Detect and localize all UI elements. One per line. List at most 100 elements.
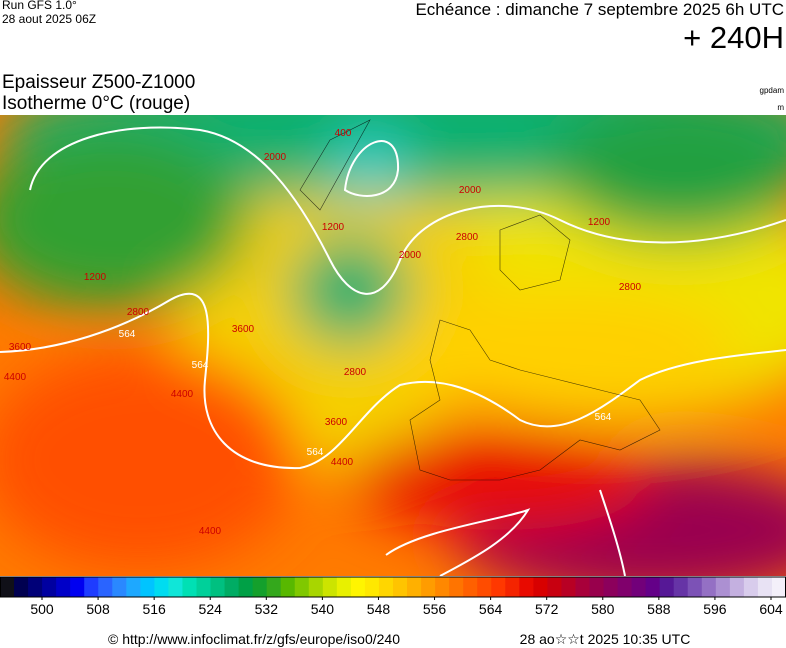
color-swatch xyxy=(687,577,703,597)
map xyxy=(0,115,786,576)
contour-label: 2800 xyxy=(344,367,367,378)
color-swatch xyxy=(280,577,296,597)
tick-label: 500 xyxy=(30,601,54,617)
contour-label: 2000 xyxy=(399,250,422,261)
color-swatch xyxy=(757,577,773,597)
color-swatch xyxy=(0,577,15,597)
color-swatch xyxy=(505,577,520,597)
color-swatch xyxy=(589,577,605,597)
color-swatch xyxy=(350,577,366,597)
contour-label: 4400 xyxy=(171,389,194,400)
contour-label: 4400 xyxy=(4,372,27,383)
colorbar: 500 508 516 524 532 540 548 556 564 572 580 588 596 6… xyxy=(0,576,786,617)
color-swatch xyxy=(463,577,478,597)
contour-label: 1200 xyxy=(322,222,345,233)
color-swatch xyxy=(491,577,506,597)
contour-label: 564 xyxy=(119,329,136,340)
contour-label: 4400 xyxy=(331,457,354,468)
color-swatch xyxy=(14,577,29,597)
color-swatch xyxy=(112,577,127,597)
color-swatch xyxy=(645,577,661,597)
color-swatch xyxy=(729,577,745,597)
color-swatch xyxy=(42,577,57,597)
tick-label: 532 xyxy=(255,601,279,617)
color-swatch xyxy=(210,577,226,597)
color-swatch xyxy=(28,577,43,597)
color-swatch xyxy=(575,577,590,597)
color-swatch xyxy=(421,577,436,597)
contour-labels: 564 564 564 564 1200 1200 1200 2000 2000 2000 2800… xyxy=(4,128,642,537)
legend-subtitle: Isotherme 0°C (rouge) xyxy=(2,93,190,114)
tick-label: 572 xyxy=(535,601,559,617)
color-swatch xyxy=(393,577,408,597)
contour-label: 2000 xyxy=(459,185,482,196)
color-swatch xyxy=(196,577,212,597)
color-swatch xyxy=(336,577,352,597)
color-swatch xyxy=(70,577,85,597)
color-swatch xyxy=(631,577,647,597)
color-swatch xyxy=(56,577,71,597)
tick-label: 596 xyxy=(703,601,727,617)
color-swatch xyxy=(771,577,786,597)
color-swatch xyxy=(84,577,99,597)
contour-label: 1200 xyxy=(588,217,611,228)
color-swatch xyxy=(364,577,380,597)
contour-label: 3600 xyxy=(325,417,348,428)
color-swatch xyxy=(238,577,254,597)
tick-label: 540 xyxy=(311,601,335,617)
lead-time: + 240H xyxy=(683,20,784,55)
coastlines xyxy=(299,119,661,481)
color-swatch xyxy=(98,577,113,597)
color-swatch xyxy=(294,577,310,597)
color-swatch xyxy=(266,577,282,597)
contours-564 xyxy=(0,126,786,576)
source-url[interactable]: © http://www.infoclimat.fr/z/gfs/europe/… xyxy=(108,631,400,647)
color-swatch xyxy=(701,577,717,597)
contour-label: 2800 xyxy=(619,282,642,293)
color-swatch xyxy=(449,577,464,597)
color-swatch xyxy=(154,577,169,597)
color-swatch xyxy=(673,577,689,597)
color-swatch xyxy=(407,577,422,597)
contour-label: 2800 xyxy=(456,232,479,243)
legend-title: Epaisseur Z500-Z1000 xyxy=(2,72,195,93)
run-date: 28 aout 2025 06Z xyxy=(2,12,96,26)
unit: gpdam xyxy=(760,86,785,95)
color-swatch xyxy=(322,577,338,597)
contour-label: 2800 xyxy=(127,307,150,318)
tick-label: 604 xyxy=(759,601,783,617)
color-swatch xyxy=(182,577,197,597)
tick-label: 516 xyxy=(142,601,166,617)
color-swatch xyxy=(477,577,492,597)
contour-label: 1200 xyxy=(84,272,107,283)
color-swatch xyxy=(533,577,548,597)
color-swatch xyxy=(617,577,633,597)
contour-label: 3600 xyxy=(9,342,32,353)
unit: m xyxy=(777,103,784,112)
contour-label: 3600 xyxy=(232,324,255,335)
tick-label: 564 xyxy=(479,601,503,617)
contour-label: 2000 xyxy=(264,152,287,163)
contour-label: 4400 xyxy=(199,526,222,537)
tick-label: 524 xyxy=(199,601,223,617)
color-swatch xyxy=(435,577,450,597)
tick-label: 556 xyxy=(423,601,447,617)
contour-label: 564 xyxy=(307,447,324,458)
contour-label: 400 xyxy=(335,128,352,139)
timestamp: 28 ao☆☆t 2025 10:35 UTC xyxy=(520,631,691,647)
color-swatch xyxy=(252,577,268,597)
color-swatch xyxy=(126,577,141,597)
tick-label: 588 xyxy=(647,601,671,617)
run-label: Run GFS 1.0° xyxy=(2,0,77,12)
color-swatch xyxy=(743,577,759,597)
color-swatch xyxy=(603,577,619,597)
tick-label: 508 xyxy=(86,601,110,617)
color-swatch xyxy=(378,577,394,597)
color-swatch xyxy=(224,577,240,597)
color-swatch xyxy=(659,577,675,597)
tick-label: 548 xyxy=(367,601,391,617)
color-swatch xyxy=(168,577,183,597)
color-swatch xyxy=(519,577,534,597)
